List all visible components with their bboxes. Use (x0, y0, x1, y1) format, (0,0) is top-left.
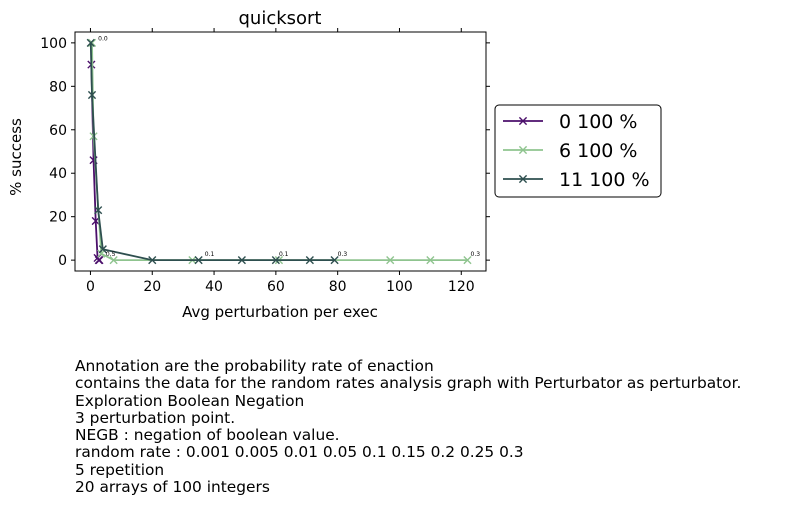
annotation-label: 0.0 (98, 36, 108, 43)
x-tick-label: 80 (329, 279, 347, 295)
data-point (98, 245, 107, 254)
data-point (305, 256, 314, 265)
legend-marker (518, 116, 528, 126)
data-point (237, 256, 246, 265)
data-point (330, 256, 339, 265)
data-point (86, 38, 95, 47)
caption-line: 5 repetition (75, 460, 165, 479)
x-tick-label: 20 (143, 279, 161, 295)
caption-line: 3 perturbation point. (75, 408, 236, 427)
plot-frame (74, 31, 487, 272)
y-tick-label: 40 (49, 166, 67, 182)
caption-line: Exploration Boolean Negation (75, 391, 305, 410)
y-tick-label: 20 (49, 210, 67, 226)
caption: Annotation are the probability rate of e… (75, 357, 742, 497)
annotation-label: 0.3 (338, 251, 348, 258)
legend-box (494, 104, 662, 198)
caption-line: random rate : 0.001 0.005 0.01 0.05 0.1 … (75, 443, 524, 462)
y-tick-label: 0 (58, 253, 67, 269)
y-tick-label: 80 (49, 79, 67, 95)
x-tick-label: 40 (205, 279, 223, 295)
series-1 (87, 38, 472, 265)
series-2 (86, 38, 339, 265)
data-point (94, 206, 103, 215)
data-point (386, 256, 395, 265)
chart-title: quicksort (238, 8, 321, 29)
caption-line: Annotation are the probability rate of e… (75, 357, 434, 375)
x-tick-label: 60 (267, 279, 285, 295)
data-point (426, 256, 435, 265)
data-point (194, 256, 203, 265)
data-point (109, 256, 118, 265)
data-point (463, 256, 472, 265)
data-point (95, 256, 104, 265)
annotation-label: 0.3 (471, 251, 481, 258)
x-tick-label: 0 (86, 279, 95, 295)
annotation-label: 0.1 (205, 251, 215, 258)
legend-label: 11 100 % (559, 169, 650, 191)
caption-line: NEGB : negation of boolean value. (75, 426, 340, 445)
legend-marker (518, 174, 528, 184)
y-tick-label: 60 (49, 123, 67, 139)
legend: 0 100 % 6 100 % 11 100 % (494, 104, 662, 198)
legend-label: 0 100 % (559, 111, 638, 133)
caption-line: contains the data for the random rates a… (75, 374, 742, 393)
data-point (148, 256, 157, 265)
y-tick-label: 100 (40, 36, 67, 52)
data-point (87, 90, 97, 100)
caption-line: 20 arrays of 100 integers (75, 478, 270, 497)
legend-marker (518, 145, 528, 155)
legend-label: 6 100 % (559, 140, 638, 162)
x-tick-label: 120 (448, 279, 475, 295)
data-point (87, 38, 97, 47)
annotation-label: 0.5 (106, 251, 116, 258)
series-line (91, 42, 468, 262)
x-axis-label: Avg perturbation per exec (182, 303, 378, 321)
y-axis-label: % success (7, 118, 25, 196)
data-point (97, 249, 106, 258)
annotation-label: 0.1 (279, 251, 289, 258)
x-tick-label: 100 (386, 279, 413, 295)
series-line (89, 42, 335, 262)
plot-area: 0 20 40 60 80 100 120 0 20 40 60 80 100 0.0 0.5 0.1 0.1 0… (40, 28, 490, 295)
data-point (271, 256, 280, 265)
